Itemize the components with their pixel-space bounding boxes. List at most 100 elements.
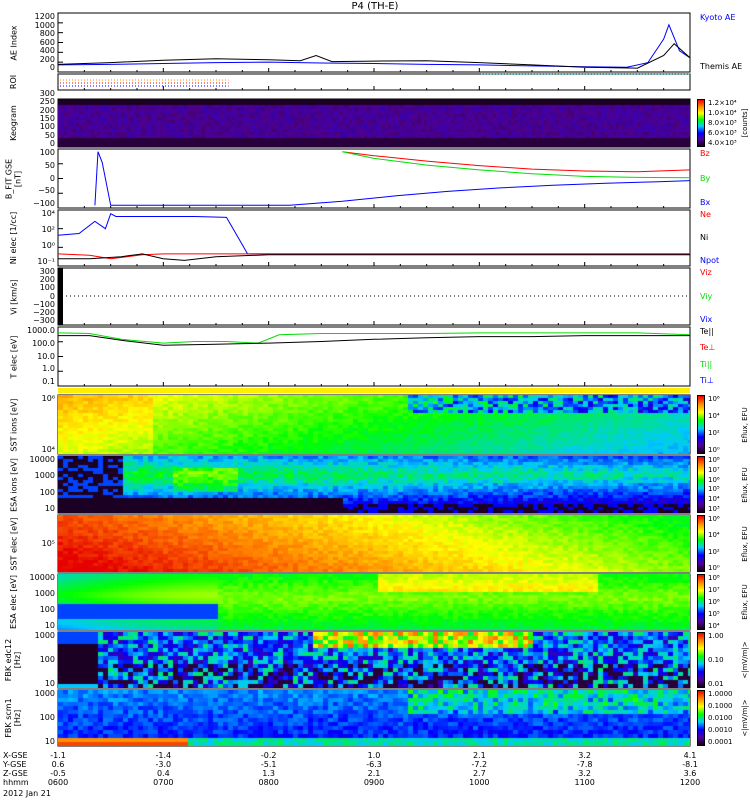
t-ylabel: T elec [eV] <box>8 334 18 379</box>
b-legend-2: Bx <box>700 198 711 207</box>
ssti-colorbar-label: 10² <box>708 429 720 437</box>
xaxis-value: 0.6 <box>51 760 65 769</box>
esai-colorbar-label: 10⁴ <box>708 495 720 504</box>
fbks-colorbar-label: 0.0001 <box>708 738 733 746</box>
fbks-ytick-label: 100 <box>39 713 55 722</box>
xaxis-value: 0900 <box>363 778 385 787</box>
ni-ytick-label: 10⁻¹ <box>37 257 55 266</box>
xaxis-value: -0.2 <box>260 751 277 760</box>
sste-ytick-label: 10⁵ <box>41 538 55 548</box>
t-legend-3: Ti⊥ <box>700 376 714 385</box>
xaxis-value: 1.0 <box>367 751 381 760</box>
fbks-colorbar-label: 0.0010 <box>708 726 733 734</box>
esae-colorbar-unit: Eflux, EFU <box>741 584 749 620</box>
esae-ytick-label: 1000 <box>34 589 55 598</box>
sste-ylabel: SST elec [eV] <box>8 516 18 571</box>
date-label: 2012 Jan 21 <box>3 789 51 798</box>
xaxis-value: 1100 <box>574 778 595 787</box>
fbks-colorbar-label: 1.0000 <box>708 690 733 698</box>
ssti-spectrogram <box>58 395 690 454</box>
ae-ytick-label: 1200 <box>34 12 55 21</box>
ae-ytick-label: 0 <box>49 63 55 72</box>
fbke-colorbar-unit: <|mV/m|> <box>741 641 749 679</box>
xaxis-value: 3.2 <box>578 751 592 760</box>
esai-ytick-label: 10 <box>44 504 55 513</box>
plot-title: P4 (TH-E) <box>351 1 399 12</box>
vi-legend-0: Viz <box>700 268 712 277</box>
xaxis-value: -6.3 <box>366 760 382 769</box>
keo-ytick-label: 0 <box>49 139 55 148</box>
vi-ytick-label: 300 <box>39 267 55 276</box>
vi-ytick-label: −300 <box>33 316 55 325</box>
esae-colorbar-label: 10⁴ <box>708 622 720 630</box>
ssti-ylabel: SST ions [eV] <box>8 397 18 452</box>
vi-legend-1: Viy <box>700 291 713 301</box>
ni-legend-1: Ni <box>700 233 709 242</box>
ssti-colorbar <box>697 395 705 454</box>
esai-colorbar-label: 10⁶ <box>708 475 720 484</box>
xaxis-value: -7.8 <box>576 760 593 769</box>
esai-colorbar <box>697 456 705 513</box>
ae-ytick-label: 1000 <box>34 20 55 30</box>
keo-spectrogram <box>58 99 690 147</box>
ssti-colorbar-label: 10⁴ <box>708 412 720 420</box>
esai-colorbar-label: 10⁷ <box>708 465 720 474</box>
t-legend-2: Ti|| <box>700 359 713 369</box>
fbke-colorbar-label: 1.00 <box>708 632 724 640</box>
xaxis-value: -8.1 <box>682 760 698 769</box>
xaxis-value: -1.4 <box>155 751 172 760</box>
xaxis-value: 0600 <box>47 778 69 787</box>
fbke-spectrogram <box>58 632 690 688</box>
fbks-spectrogram <box>58 690 690 746</box>
keo-colorbar-label: 6.0×10³ <box>708 129 737 137</box>
esai-ytick-label: 100 <box>39 487 55 497</box>
t-ytick-label: 0.1 <box>42 377 55 386</box>
vi-ytick-label: 100 <box>39 283 55 293</box>
ae-ytick-label: 400 <box>39 46 55 55</box>
vi-ytick-label: −200 <box>33 307 55 317</box>
esae-ytick-label: 10000 <box>29 573 55 582</box>
ae-series-themis-ae <box>57 42 691 69</box>
xaxis-value: 3.2 <box>578 769 592 778</box>
esae-ylabel: ESA elec [eV] <box>8 575 18 629</box>
vi-ytick-label: −100 <box>33 299 55 309</box>
ae-legend-0: Kyoto AE <box>700 13 736 22</box>
ni-legend-2: Npot <box>700 256 720 265</box>
ae-ylabel: AE Index <box>8 24 18 61</box>
xaxis-value: -5.1 <box>260 760 277 769</box>
esai-colorbar-label: 10⁵ <box>708 485 720 494</box>
keo-ytick-label: 150 <box>39 114 55 123</box>
esae-colorbar-label: 10⁵ <box>708 610 720 618</box>
b-ylabel: B_FIT GSE [nT] <box>4 158 22 199</box>
ni-series-npot <box>57 212 690 255</box>
t-legend-1: Te⊥ <box>700 343 716 353</box>
keo-ytick-label: 100 <box>39 122 55 132</box>
ssti-ytick-label: 10⁴ <box>41 445 55 454</box>
b-series-bx <box>94 151 691 206</box>
esae-ytick-label: 10 <box>44 621 55 630</box>
ae-ytick-label: 600 <box>39 37 55 47</box>
roi-ylabel: ROI <box>8 74 18 90</box>
esae-spectrogram <box>58 574 690 630</box>
b-ytick-label: −100 <box>33 199 55 208</box>
vi-data-gap <box>58 268 63 325</box>
esai-colorbar-unit: Eflux, EFU <box>741 466 749 503</box>
xaxis-value: 4.1 <box>683 751 697 760</box>
xaxis-value: 0.4 <box>156 769 170 778</box>
b-ytick-label: −50 <box>38 186 55 196</box>
ni-panel-frame <box>57 209 691 267</box>
keo-ylabel: Keogram <box>8 105 18 141</box>
keo-colorbar-label: 8.0×10³ <box>708 119 737 127</box>
sste-colorbar-label: 10² <box>708 547 720 556</box>
b-ytick-label: 100 <box>39 148 55 157</box>
ni-ytick-label: 10⁴ <box>41 209 55 218</box>
esai-colorbar-label: 10³ <box>708 505 720 513</box>
keo-colorbar <box>697 99 705 147</box>
esae-colorbar-label: 10⁸ <box>708 574 720 582</box>
keo-colorbar-label: 4.0×10³ <box>708 139 737 147</box>
xaxis-value: 1.3 <box>262 769 276 778</box>
t-series-te- <box>58 335 690 346</box>
ni-ylabel: Ni elec [1/cc] <box>8 211 18 265</box>
fbke-ytick-label: 1000 <box>34 631 55 640</box>
